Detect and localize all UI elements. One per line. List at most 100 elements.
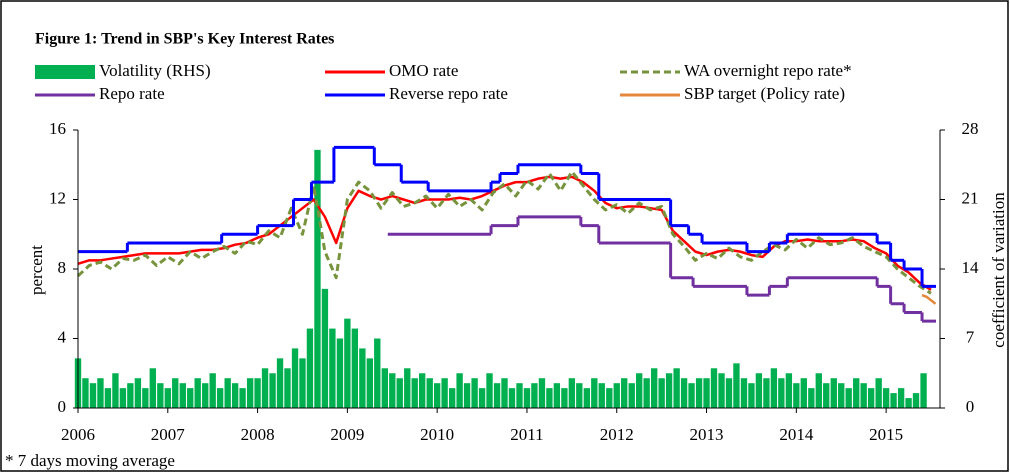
volatility-bar: [149, 368, 156, 408]
volatility-bar: [890, 393, 897, 408]
volatility-bar: [695, 378, 703, 408]
volatility-bar: [568, 378, 576, 408]
volatility-bar: [134, 378, 142, 408]
volatility-bar: [97, 378, 104, 408]
volatility-bar: [770, 368, 778, 408]
volatility-bar: [628, 383, 635, 408]
footnote: * 7 days moving average: [5, 451, 175, 470]
volatility-bar: [501, 378, 508, 408]
volatility-bar: [673, 368, 680, 408]
volatility-bar: [493, 383, 501, 408]
volatility-bar: [359, 348, 366, 408]
volatility-bar: [179, 383, 186, 408]
volatility-bar: [867, 388, 875, 408]
volatility-bar: [621, 378, 628, 408]
volatility-bar: [456, 373, 463, 408]
y2-tick-label: 0: [966, 397, 975, 416]
x-tick-label: 2007: [151, 425, 186, 444]
volatility-bar: [89, 383, 97, 408]
y-tick-label: 12: [49, 188, 66, 207]
volatility-bar: [912, 393, 920, 408]
volatility-bar: [583, 388, 591, 408]
volatility-bar: [853, 378, 860, 408]
legend-label: SBP target (Policy rate): [684, 84, 845, 103]
volatility-bar: [82, 378, 89, 408]
volatility-bar: [882, 388, 890, 408]
volatility-bar: [516, 383, 523, 408]
volatility-bar: [576, 383, 583, 408]
volatility-bar: [838, 383, 845, 408]
volatility-bar: [381, 368, 388, 408]
x-tick-label: 2009: [330, 425, 364, 444]
volatility-bar: [187, 388, 194, 408]
volatility-bar: [486, 373, 493, 408]
volatility-bar: [680, 378, 688, 408]
volatility-bar: [523, 388, 531, 408]
legend-label: Volatility (RHS): [99, 61, 211, 80]
volatility-bar: [808, 388, 815, 408]
x-tick-label: 2011: [510, 425, 543, 444]
volatility-bar: [448, 388, 456, 408]
volatility-bar: [897, 388, 905, 408]
volatility-bar: [284, 368, 291, 408]
volatility-bar: [389, 373, 396, 408]
volatility-bar: [785, 373, 793, 408]
volatility-bar: [299, 358, 306, 408]
x-tick-label: 2010: [420, 425, 454, 444]
volatility-bar: [276, 358, 284, 408]
volatility-bar: [418, 373, 426, 408]
volatility-bar: [905, 398, 912, 408]
x-tick-label: 2014: [779, 425, 814, 444]
y-tick-label: 16: [49, 119, 66, 138]
volatility-bar: [636, 373, 643, 408]
volatility-bar: [613, 383, 620, 408]
volatility-bar: [336, 338, 344, 408]
volatility-bar: [643, 378, 650, 408]
volatility-bar: [142, 388, 149, 408]
volatility-bar: [306, 328, 314, 408]
volatility-bar: [710, 368, 718, 408]
volatility-bar: [875, 378, 882, 408]
volatility-bar: [254, 378, 261, 408]
x-tick-label: 2012: [600, 425, 634, 444]
legend-label: WA overnight repo rate*: [684, 61, 852, 80]
volatility-bar: [404, 368, 411, 408]
volatility-bar: [598, 383, 605, 408]
y2-tick-label: 28: [962, 119, 979, 138]
volatility-bar: [351, 328, 359, 408]
volatility-bar: [194, 378, 201, 408]
volatility-bar: [658, 378, 665, 408]
volatility-bar: [157, 383, 164, 408]
volatility-bar: [688, 383, 695, 408]
volatility-bar: [553, 383, 561, 408]
volatility-bar: [471, 378, 478, 408]
volatility-bar: [246, 378, 254, 408]
volatility-bar: [396, 378, 403, 408]
y-tick-label: 8: [58, 258, 67, 277]
volatility-bar: [651, 368, 658, 408]
volatility-bar: [748, 383, 755, 408]
volatility-bar: [800, 378, 807, 408]
volatility-bar: [763, 378, 770, 408]
legend-label: OMO rate: [389, 61, 458, 80]
volatility-bar: [261, 368, 269, 408]
x-tick-label: 2006: [61, 425, 95, 444]
x-tick-label: 2015: [869, 425, 903, 444]
legend-label: Reverse repo rate: [389, 84, 508, 103]
volatility-bar: [920, 373, 927, 408]
volatility-bar: [321, 288, 329, 408]
volatility-bar: [224, 378, 231, 408]
volatility-bar: [374, 338, 381, 408]
volatility-bar: [740, 378, 748, 408]
volatility-bar: [718, 373, 725, 408]
legend-label: Repo rate: [99, 84, 165, 103]
volatility-bar: [104, 388, 112, 408]
volatility-bar: [239, 388, 246, 408]
volatility-bar: [478, 388, 486, 408]
volatility-bar: [172, 378, 179, 408]
volatility-bar: [561, 388, 568, 408]
y2-axis-label: coefficient of variation: [989, 192, 1008, 348]
volatility-bar: [127, 383, 134, 408]
